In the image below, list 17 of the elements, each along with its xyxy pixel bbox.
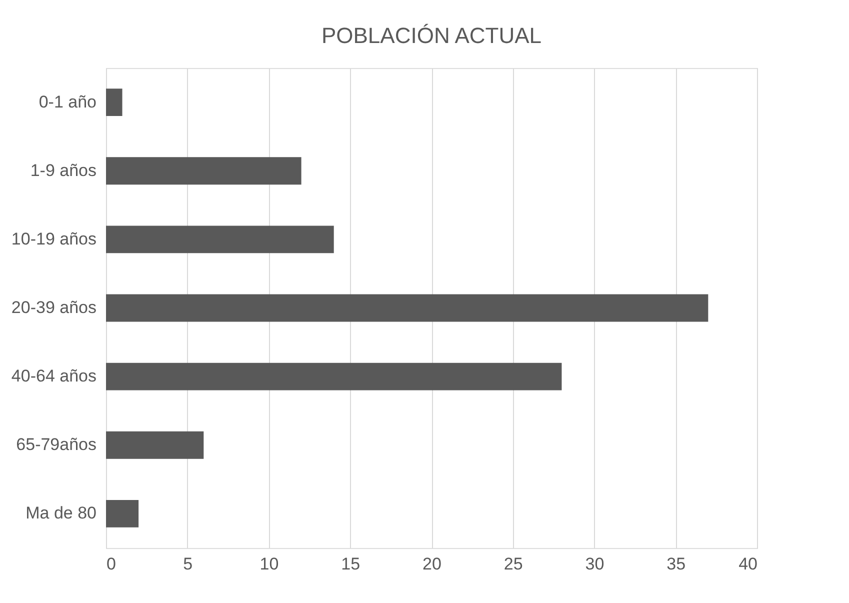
x-tick-label: 35 (666, 554, 686, 574)
y-tick-label: 65-79años (16, 435, 96, 454)
x-tick-label: 5 (183, 554, 193, 574)
y-tick-label: 40-64 años (11, 366, 96, 386)
x-tick-label: 40 (738, 554, 758, 574)
x-tick-label: 15 (341, 554, 360, 574)
y-tick-label: Ma de 80 (26, 504, 96, 523)
x-tick-label: 0 (106, 554, 116, 574)
y-tick-label: 1-9 años (30, 160, 96, 180)
y-tick-label: 20-39 años (11, 298, 96, 317)
y-tick-label: 10-19 años (11, 229, 96, 248)
x-tick-label: 25 (504, 554, 523, 574)
chart-title: POBLACIÓN ACTUAL (321, 23, 542, 48)
x-tick-label: 20 (422, 554, 442, 574)
x-tick-label: 10 (260, 554, 279, 574)
y-tick-label: 0-1 año (38, 92, 96, 112)
x-tick-label: 30 (585, 554, 604, 574)
